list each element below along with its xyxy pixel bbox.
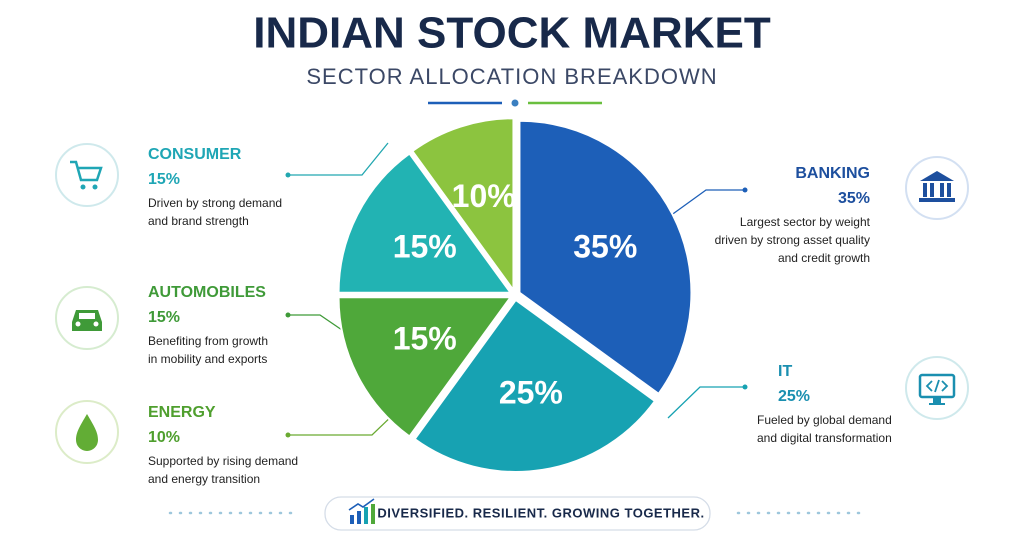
sector-name: IT — [778, 363, 792, 380]
it-icon — [905, 356, 969, 420]
sector-description: and credit growth — [778, 251, 870, 265]
sector-description: and brand strength — [148, 214, 249, 228]
sector-percent: 15% — [148, 171, 180, 188]
chart-title: INDIAN STOCK MARKET — [253, 9, 771, 58]
sector-percent: 10% — [148, 429, 180, 446]
sector-percent: 35% — [838, 190, 870, 207]
footer: DIVERSIFIED. RESILIENT. GROWING TOGETHER… — [168, 496, 864, 531]
sector-description: Fueled by global demand — [757, 413, 892, 427]
automobile-icon — [55, 286, 119, 350]
pie-slice — [337, 152, 513, 294]
sector-description: Largest sector by weight — [740, 215, 871, 229]
title-divider — [428, 99, 602, 107]
tagline: DIVERSIFIED. RESILIENT. GROWING TOGETHER… — [377, 505, 704, 520]
sector-description: Benefiting from growth — [148, 334, 268, 348]
slice-label: 35% — [573, 228, 637, 264]
consumer-icon — [55, 143, 119, 207]
sector-name: ENERGY — [148, 404, 216, 421]
sector-description: Supported by rising demand — [148, 454, 298, 468]
slice-label: 15% — [393, 320, 457, 356]
sector-name: BANKING — [795, 165, 870, 182]
pie-slice — [410, 117, 515, 294]
slice-label: 25% — [499, 375, 563, 411]
banking-icon — [905, 156, 969, 220]
sector-description: driven by strong asset quality — [715, 233, 870, 247]
sector-description: Driven by strong demand — [148, 196, 282, 210]
energy-icon — [55, 400, 119, 464]
slice-label: 10% — [452, 178, 516, 214]
pie-slice — [337, 296, 513, 438]
sector-description: and digital transformation — [757, 431, 892, 445]
pie-slice — [518, 119, 693, 396]
sector-description: and energy transition — [148, 472, 260, 486]
sector-name: AUTOMOBILES — [148, 284, 266, 301]
sector-percent: 15% — [148, 309, 180, 326]
slice-label: 15% — [393, 228, 457, 264]
sector-name: CONSUMER — [148, 146, 242, 163]
sector-percent: 25% — [778, 388, 810, 405]
pie-slice — [413, 298, 657, 473]
chart-subtitle: SECTOR ALLOCATION BREAKDOWN — [306, 64, 717, 89]
sector-description: in mobility and exports — [148, 352, 267, 366]
